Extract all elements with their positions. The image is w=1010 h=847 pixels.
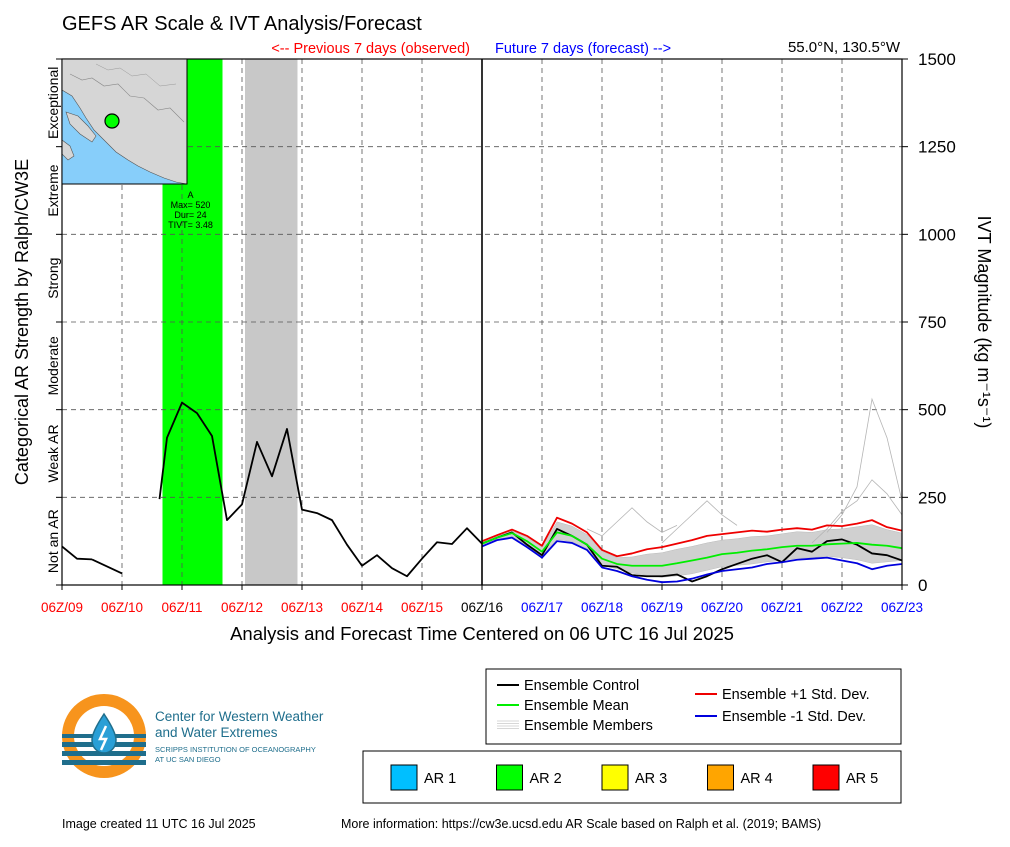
x-tick-label: 06Z/21 bbox=[761, 600, 803, 615]
ar-legend-label: AR 4 bbox=[741, 771, 773, 787]
x-axis-label: Analysis and Forecast Time Centered on 0… bbox=[230, 623, 734, 644]
y-tick-label: 750 bbox=[918, 313, 946, 332]
x-tick-label: 06Z/23 bbox=[881, 600, 923, 615]
ar-category-label: Weak AR bbox=[45, 424, 61, 482]
ar-category-label: Strong bbox=[45, 258, 61, 299]
y-tick-label: 500 bbox=[918, 401, 946, 420]
y-tick-label: 0 bbox=[918, 576, 927, 595]
y-tick-label: 250 bbox=[918, 488, 946, 507]
y-ticks: 0 250 500 750 1000 1250 1500 bbox=[56, 50, 956, 595]
ar-legend-label: AR 2 bbox=[530, 771, 562, 787]
ar-category-label: Exceptional bbox=[45, 67, 61, 139]
x-tick-label: 06Z/16 bbox=[461, 600, 503, 615]
grid-lines bbox=[62, 59, 902, 585]
location-marker bbox=[104, 113, 120, 129]
legend-label: Ensemble Mean bbox=[524, 698, 629, 714]
x-tick-label: 06Z/14 bbox=[341, 600, 384, 615]
ar-annotation-line: Dur= 24 bbox=[174, 210, 206, 220]
ar-category-label: Not an AR bbox=[45, 509, 61, 573]
legend-label: Ensemble Members bbox=[524, 718, 653, 734]
ensemble-control-observed-line bbox=[158, 401, 483, 578]
location-label: 55.0°N, 130.5°W bbox=[788, 39, 901, 56]
observed-label: <-- Previous 7 days (observed) bbox=[271, 41, 470, 57]
x-ticks: 06Z/09 06Z/10 06Z/11 06Z/12 06Z/13 06Z/14 06Z/… bbox=[41, 585, 923, 615]
ar-legend-label: AR 3 bbox=[635, 771, 667, 787]
ar-legend-swatch bbox=[812, 764, 840, 791]
legend-label: Ensemble +1 Std. Dev. bbox=[722, 687, 870, 703]
ar-legend-swatch bbox=[601, 764, 629, 791]
ar-annotation-line: A bbox=[187, 190, 193, 200]
location-map bbox=[61, 58, 188, 185]
x-tick-label: 06Z/15 bbox=[401, 600, 443, 615]
water-drop-icon bbox=[91, 712, 117, 754]
forecast-label: Future 7 days (forecast) --> bbox=[495, 41, 671, 57]
logo-line-2: and Water Extremes bbox=[155, 725, 278, 740]
logo-line-1: Center for Western Weather bbox=[155, 709, 324, 724]
x-tick-label: 06Z/17 bbox=[521, 600, 563, 615]
x-tick-label: 06Z/13 bbox=[281, 600, 323, 615]
ensemble-member-line bbox=[811, 479, 902, 544]
legend-label: Ensemble Control bbox=[524, 678, 639, 694]
ar-category-labels: Not an AR Weak AR Moderate Strong Extreme Exc… bbox=[45, 67, 61, 573]
ensemble-mean-line bbox=[481, 531, 902, 567]
x-tick-label: 06Z/11 bbox=[161, 600, 202, 615]
logo-line-4: AT UC SAN DIEGO bbox=[155, 755, 221, 764]
ar-annotation-line: Max= 520 bbox=[171, 200, 211, 210]
ar-legend-box bbox=[362, 750, 902, 804]
ar-legend-swatch bbox=[707, 764, 734, 791]
x-tick-label: 06Z/10 bbox=[101, 600, 143, 615]
ar-legend-label: AR 1 bbox=[424, 771, 456, 787]
ensemble-members bbox=[481, 397, 902, 578]
ensemble-member-line bbox=[586, 507, 678, 537]
x-tick-label: 06Z/22 bbox=[821, 600, 863, 615]
ar-legend-label: AR 5 bbox=[846, 771, 878, 787]
x-tick-label: 06Z/19 bbox=[641, 600, 683, 615]
logo-line-3: SCRIPPS INSTITUTION OF OCEANOGRAPHY bbox=[155, 745, 316, 754]
ensemble-member-spread bbox=[481, 521, 902, 578]
x-tick-label: 06Z/12 bbox=[221, 600, 263, 615]
ar-annotation-line: TIVT= 3.48 bbox=[168, 220, 213, 230]
ar-legend-swatch bbox=[496, 764, 523, 791]
y-tick-label: 1000 bbox=[918, 225, 956, 244]
x-tick-label: 06Z/09 bbox=[41, 600, 83, 615]
right-axis-label: IVT Magnitude (kg m⁻¹s⁻¹) bbox=[974, 216, 994, 429]
ensemble-control-observed-line bbox=[91, 558, 123, 575]
cw3e-logo: Center for Western Weather and Water Ext… bbox=[62, 694, 324, 778]
x-tick-label: 06Z/20 bbox=[701, 600, 743, 615]
lightning-icon bbox=[98, 725, 108, 751]
ensemble-control-observed-line bbox=[62, 545, 93, 561]
ar-category-label: Moderate bbox=[45, 336, 61, 395]
ensemble-member-line bbox=[826, 397, 902, 533]
ensemble-1-std-dev-line bbox=[481, 516, 902, 558]
y-tick-label: 1500 bbox=[918, 50, 956, 69]
ar-legend-swatch bbox=[390, 764, 418, 791]
line-legend: Ensemble Control Ensemble Mean Ensemble Me… bbox=[497, 678, 870, 734]
ar-category-label: Extreme bbox=[45, 164, 61, 216]
series-lines bbox=[62, 401, 902, 584]
line-legend-box bbox=[485, 668, 902, 745]
y-tick-label: 1250 bbox=[918, 138, 956, 157]
chart-title: GEFS AR Scale & IVT Analysis/Forecast bbox=[62, 13, 422, 35]
legend-label: Ensemble -1 Std. Dev. bbox=[722, 709, 866, 725]
more-info-text: More information: https://cw3e.ucsd.edu … bbox=[341, 817, 822, 831]
ensemble-1-std-dev-line bbox=[481, 536, 902, 584]
ar-legend: AR 1 AR 2 AR 3 AR 4 AR 5 bbox=[390, 764, 878, 791]
x-tick-label: 06Z/18 bbox=[581, 600, 623, 615]
image-created-text: Image created 11 UTC 16 Jul 2025 bbox=[62, 817, 256, 831]
ensemble-member-line bbox=[661, 500, 738, 544]
left-axis-label: Categorical AR Strength by Ralph/CW3E bbox=[12, 159, 32, 485]
